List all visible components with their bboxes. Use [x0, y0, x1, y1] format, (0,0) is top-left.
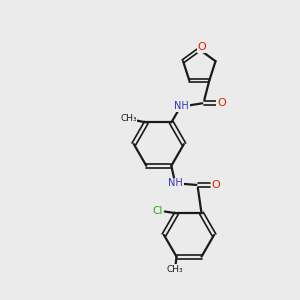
Text: O: O [217, 98, 226, 108]
Text: Cl: Cl [152, 206, 163, 216]
Text: CH₃: CH₃ [120, 114, 137, 123]
Text: CH₃: CH₃ [167, 265, 183, 274]
Text: O: O [197, 42, 206, 52]
Text: O: O [211, 180, 220, 190]
Text: NH: NH [168, 178, 183, 188]
Text: NH: NH [174, 101, 189, 111]
